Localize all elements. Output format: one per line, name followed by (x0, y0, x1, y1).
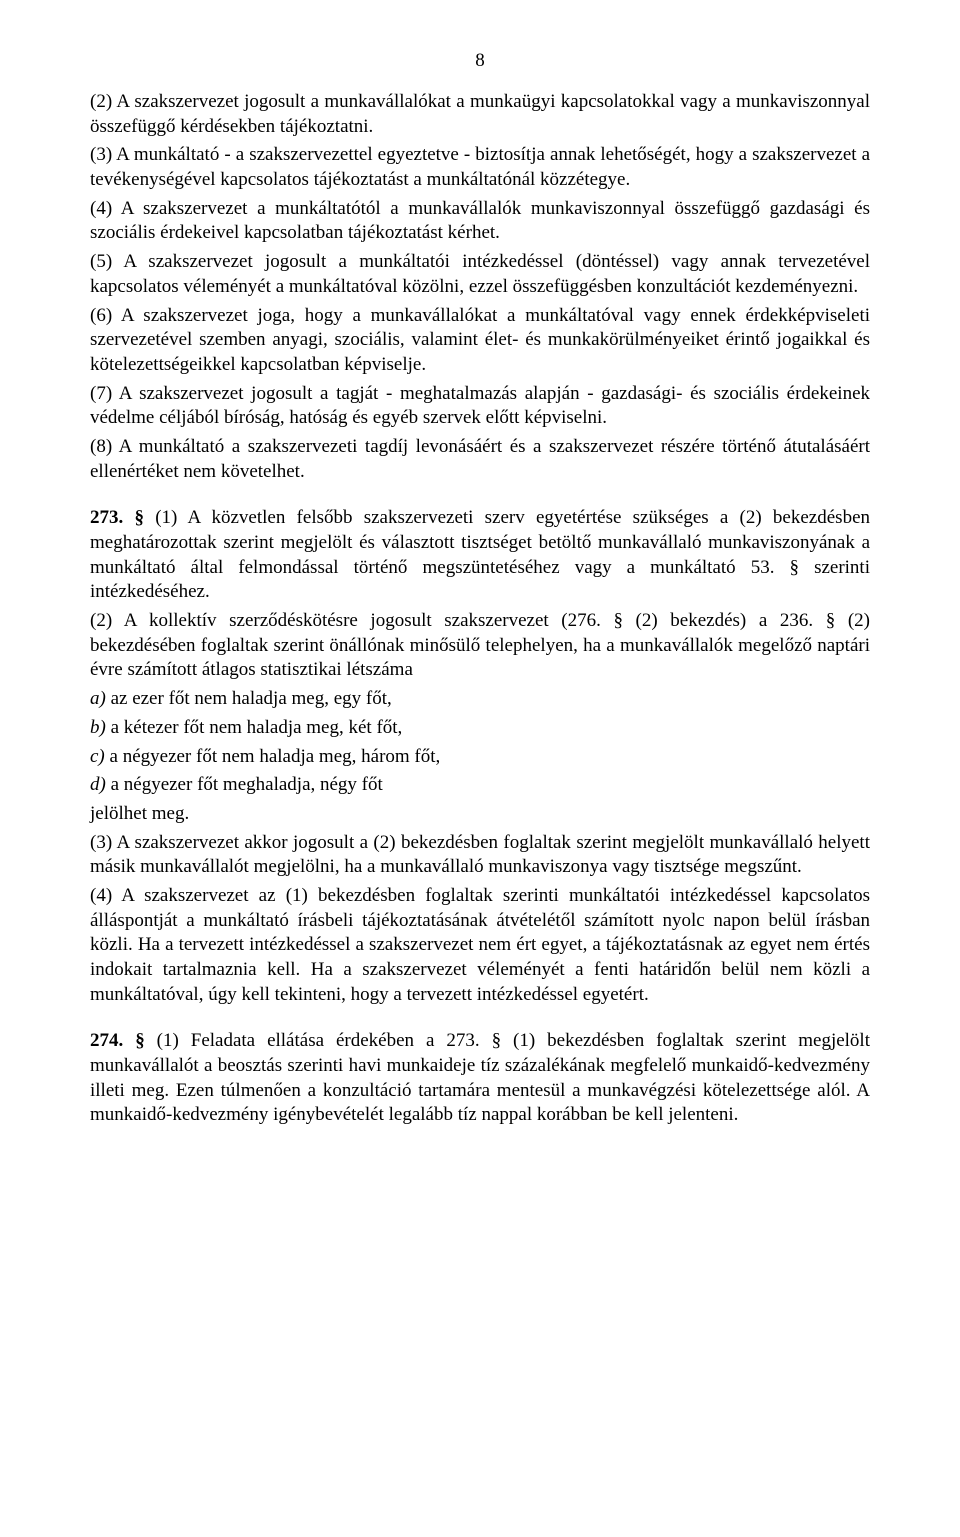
section-273-jelolhet: jelölhet meg. (90, 802, 870, 827)
para-8: (8) A munkáltató a szakszervezeti tagdíj… (90, 435, 870, 484)
section-spacer (90, 1011, 870, 1029)
section-spacer (90, 488, 870, 506)
section-273-p3: (3) A szakszervezet akkor jogosult a (2)… (90, 831, 870, 880)
item-d-label: d) (90, 774, 111, 795)
section-274-label: 274. § (90, 1030, 145, 1051)
document-page: 8 (2) A szakszervezet jogosult a munkavá… (0, 0, 960, 1182)
section-273-p1-text: (1) A közvetlen felsőbb szakszervezeti s… (90, 507, 870, 602)
section-273-b: b) a kétezer főt nem haladja meg, két fő… (90, 716, 870, 741)
section-274-p1: 274. § (1) Feladata ellátása érdekében a… (90, 1029, 870, 1128)
para-2: (2) A szakszervezet jogosult a munkaváll… (90, 90, 870, 139)
para-5: (5) A szakszervezet jogosult a munkáltat… (90, 250, 870, 299)
para-3: (3) A munkáltató - a szakszervezettel eg… (90, 143, 870, 192)
section-273-d: d) a négyezer főt meghaladja, négy főt (90, 773, 870, 798)
section-274-p1-text: (1) Feladata ellátása érdekében a 273. §… (90, 1030, 870, 1125)
item-b-text: a kétezer főt nem haladja meg, két főt, (111, 717, 403, 738)
section-273-a: a) az ezer főt nem haladja meg, egy főt, (90, 687, 870, 712)
section-273-p1: 273. § (1) A közvetlen felsőbb szakszerv… (90, 506, 870, 605)
para-6: (6) A szakszervezet joga, hogy a munkavá… (90, 304, 870, 378)
section-273-p2: (2) A kollektív szerződéskötésre jogosul… (90, 609, 870, 683)
section-273-c: c) a négyezer főt nem haladja meg, három… (90, 745, 870, 770)
item-b-label: b) (90, 717, 111, 738)
section-273-p4: (4) A szakszervezet az (1) bekezdésben f… (90, 884, 870, 1007)
section-273-label: 273. § (90, 507, 144, 528)
item-a-text: az ezer főt nem haladja meg, egy főt, (111, 688, 392, 709)
item-c-label: c) (90, 746, 110, 767)
para-4: (4) A szakszervezet a munkáltatótól a mu… (90, 197, 870, 246)
page-number: 8 (90, 50, 870, 72)
item-a-label: a) (90, 688, 111, 709)
para-7: (7) A szakszervezet jogosult a tagját - … (90, 382, 870, 431)
item-c-text: a négyezer főt nem haladja meg, három fő… (110, 746, 441, 767)
item-d-text: a négyezer főt meghaladja, négy főt (111, 774, 383, 795)
